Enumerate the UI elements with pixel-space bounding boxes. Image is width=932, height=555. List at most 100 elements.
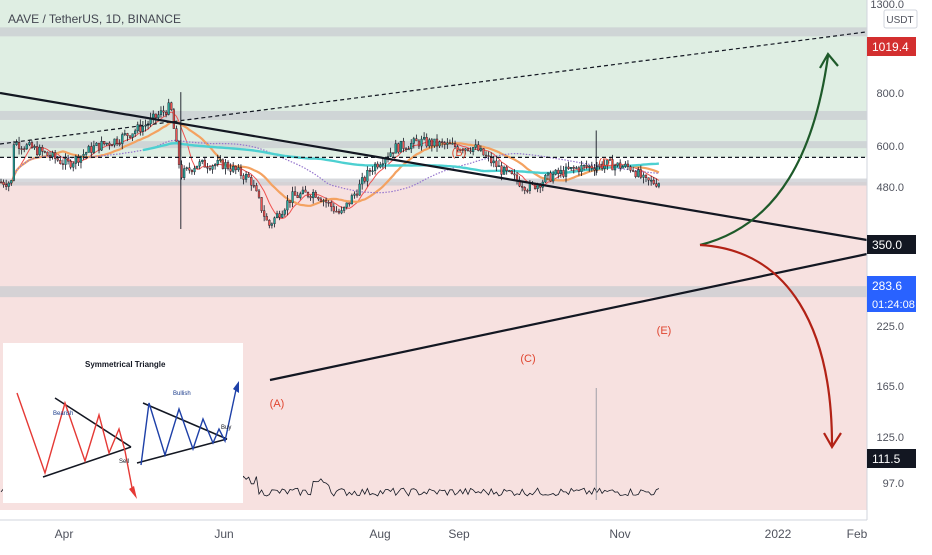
candle-body-186 — [479, 148, 482, 151]
candle-body-215 — [554, 169, 557, 175]
candle-body-3 — [7, 182, 10, 187]
candle-body-196 — [505, 166, 508, 171]
unit-box — [883, 9, 918, 29]
candle-body-218 — [562, 169, 565, 177]
bearish-arrowhead — [823, 432, 842, 450]
candle-body-107 — [275, 213, 279, 219]
candle-body-2 — [5, 184, 8, 187]
candle-body-35 — [90, 146, 93, 153]
bearish-triangle — [16, 392, 137, 499]
candle-body-194 — [500, 165, 503, 175]
candle-body-1 — [2, 181, 5, 185]
candle-body-99 — [255, 185, 258, 192]
pattern-inset-diagram: Symmetrical Triangle Bearish Sell Bullis… — [16, 360, 239, 499]
candle-body-21 — [54, 152, 57, 159]
candle-body-87 — [224, 162, 227, 169]
candle-body-31 — [79, 155, 83, 163]
candle-body-236 — [608, 159, 611, 161]
triangle-lower-line — [269, 252, 868, 382]
candle-body-36 — [92, 145, 95, 153]
candle-body-73 — [188, 167, 191, 171]
badge-countdown: 01:24:08 — [872, 299, 915, 311]
candle-body-128 — [330, 202, 333, 207]
badge-target-up-bg — [867, 37, 916, 56]
candle-body-17 — [43, 151, 46, 153]
candle-body-97 — [250, 176, 253, 186]
candle-body-184 — [474, 144, 477, 148]
candle-body-54 — [139, 124, 142, 132]
price-axis[interactable]: 1300.0 800.0 600.0 480.0 225.0 165.0 125.0 97.0… — [866, 0, 932, 550]
candle-body-217 — [559, 169, 562, 174]
candle-body-80 — [206, 167, 209, 169]
time-axis-bg — [0, 520, 867, 550]
candle-body-175 — [451, 143, 454, 145]
candle-body-44 — [113, 138, 116, 146]
bullish-projection-arrow — [699, 55, 830, 247]
bullish-triangle — [136, 381, 239, 466]
candle-body-178 — [459, 149, 462, 151]
candle-body-4 — [10, 180, 13, 184]
time-axis[interactable]: Apr Jun Aug Sep Nov 2022 Feb — [0, 519, 868, 550]
candle-body-212 — [546, 172, 550, 176]
candle-body-106 — [273, 217, 276, 225]
candle-body-167 — [430, 139, 433, 147]
candle-body-222 — [572, 167, 575, 169]
candle-body-77 — [198, 161, 201, 167]
candle-body-116 — [299, 193, 302, 198]
badge-target-up: 1019.4 — [872, 40, 909, 54]
ma-slow-line — [0, 139, 659, 194]
candle-body-134 — [345, 202, 348, 208]
candle-body-252 — [650, 179, 653, 182]
candle-body-88 — [226, 162, 230, 169]
candle-body-166 — [428, 139, 431, 147]
candle-body-0 — [0, 181, 3, 184]
candle-body-205 — [528, 183, 531, 191]
candle-body-247 — [637, 169, 640, 177]
pattern-inset: Symmetrical Triangle Bearish Sell Bullis… — [3, 343, 243, 503]
candle-body-92 — [237, 167, 240, 171]
candle-body-172 — [443, 142, 446, 145]
level-band-0 — [0, 27, 867, 37]
candle-body-104 — [268, 219, 271, 226]
candle-body-124 — [319, 198, 323, 202]
candle-body-117 — [301, 189, 304, 194]
candle-body-228 — [588, 165, 591, 168]
candle-body-160 — [412, 138, 415, 144]
candle-body-95 — [244, 174, 248, 180]
candle-body-79 — [203, 159, 206, 168]
candle-body-233 — [601, 163, 604, 169]
candle-body-93 — [239, 167, 243, 176]
candle-body-216 — [557, 169, 560, 174]
candle-body-250 — [644, 174, 648, 178]
candle-body-81 — [208, 168, 212, 170]
candle-body-141 — [363, 177, 366, 182]
candle-body-49 — [126, 133, 129, 136]
candle-body-63 — [162, 110, 165, 113]
candle-body-102 — [263, 210, 266, 217]
candle-body-5 — [12, 144, 15, 181]
candle-body-129 — [332, 206, 335, 212]
candle-body-42 — [108, 142, 111, 146]
candle-body-78 — [201, 159, 204, 162]
candle-body-143 — [368, 170, 372, 172]
candle-body-52 — [134, 130, 137, 134]
candle-body-154 — [397, 143, 400, 153]
candle-body-221 — [570, 167, 573, 170]
candle-body-109 — [281, 213, 284, 218]
candle-body-142 — [366, 170, 369, 182]
candle-body-223 — [575, 167, 578, 169]
buy-label: Buy — [221, 425, 231, 431]
candle-body-161 — [415, 138, 418, 142]
candle-body-190 — [490, 155, 493, 164]
candle-body-12 — [30, 142, 34, 149]
moving-average-layer — [0, 111, 660, 220]
candle-body-18 — [46, 151, 49, 156]
candle-body-66 — [170, 102, 173, 110]
trendline-layer — [0, 31, 868, 382]
time-tick-5: 2022 — [765, 527, 792, 541]
candle-body-243 — [626, 163, 630, 167]
candle-body-118 — [304, 189, 307, 193]
candle-body-135 — [348, 202, 351, 205]
candle-body-159 — [410, 143, 413, 150]
